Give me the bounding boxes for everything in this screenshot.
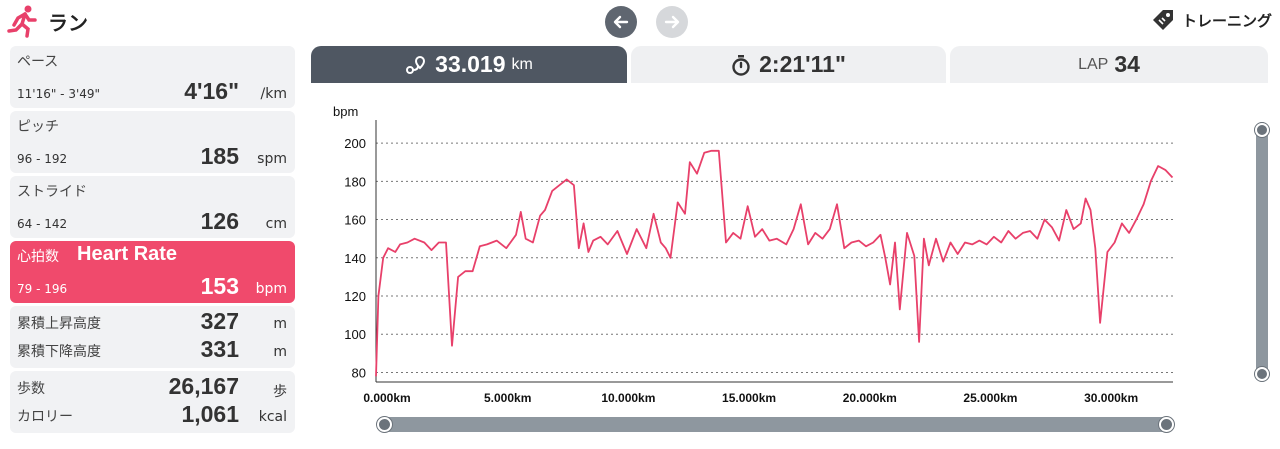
ascent-name: 累積上昇高度	[17, 316, 101, 332]
time-value: 2:21'11"	[759, 51, 846, 77]
steps-row: 歩数 26,167 歩	[10, 373, 295, 401]
y-axis-label: bpm	[333, 104, 358, 119]
steps-calories-card[interactable]: 歩数 26,167 歩 カロリー 1,061 kcal	[10, 371, 295, 433]
calories-name: カロリー	[17, 409, 73, 425]
stopwatch-icon	[732, 54, 750, 76]
ascent-unit: m	[273, 316, 287, 332]
x-tick-label: 5.000km	[484, 391, 531, 405]
y-tick-label: 120	[344, 289, 366, 304]
pace-unit: /km	[260, 86, 287, 102]
y-tick-label: 100	[344, 327, 366, 342]
stride-name: ストライド	[17, 184, 87, 200]
x-tick-label: 10.000km	[601, 391, 655, 405]
arrow-right-icon	[664, 15, 680, 29]
descent-name: 累積下降高度	[17, 344, 101, 360]
descent-unit: m	[273, 344, 287, 360]
route-pin-icon	[406, 55, 426, 74]
pitch-value: 185	[200, 143, 239, 169]
forward-button[interactable]	[656, 6, 688, 38]
x-tick-label: 15.000km	[722, 391, 776, 405]
back-button[interactable]	[605, 6, 637, 38]
x-tick-label: 25.000km	[963, 391, 1017, 405]
pitch-name: ピッチ	[17, 119, 59, 135]
tab-distance[interactable]: 33.019 km	[311, 46, 627, 83]
y-tick-label: 160	[344, 213, 366, 228]
pace-card[interactable]: ペース 11'16" - 3'49" 4'16" /km	[10, 46, 295, 108]
pitch-unit: spm	[257, 151, 287, 167]
horizontal-scroll-handle-right[interactable]	[1159, 417, 1174, 432]
x-tick-label: 0.000km	[363, 391, 410, 405]
calories-unit: kcal	[258, 409, 287, 425]
elevation-card[interactable]: 累積上昇高度 327 m 累積下降高度 331 m	[10, 306, 295, 368]
calories-value: 1,061	[181, 401, 239, 427]
arrow-left-icon	[613, 15, 629, 29]
stride-card[interactable]: ストライド 64 - 142 126 cm	[10, 176, 295, 238]
pace-range: 11'16" - 3'49"	[17, 87, 101, 101]
distance-unit: km	[511, 55, 533, 73]
heart-rate-range: 79 - 196	[17, 282, 68, 296]
descent-value: 331	[200, 336, 239, 362]
distance-value: 33.019	[435, 51, 506, 77]
stats-panel: ペース 11'16" - 3'49" 4'16" /km ピッチ 96 - 19…	[10, 46, 295, 436]
heart-rate-name-en: Heart Rate	[77, 243, 178, 265]
steps-name: 歩数	[17, 381, 45, 397]
x-tick-label: 30.000km	[1084, 391, 1138, 405]
stride-range: 64 - 142	[17, 217, 68, 231]
pace-name: ペース	[17, 54, 59, 70]
horizontal-scroll-handle-left[interactable]	[377, 417, 392, 432]
steps-unit: 歩	[273, 384, 287, 400]
steps-value: 26,167	[168, 373, 239, 399]
heart-rate-card[interactable]: 心拍数 Heart Rate 79 - 196 153 bpm	[10, 241, 295, 303]
page-title: ラン	[48, 10, 88, 35]
heart-rate-value: 153	[200, 273, 239, 299]
heart-rate-line	[375, 149, 1174, 377]
ascent-value: 327	[200, 308, 239, 334]
stride-value: 126	[200, 208, 239, 234]
pitch-card[interactable]: ピッチ 96 - 192 185 spm	[10, 111, 295, 173]
y-tick-label: 200	[344, 136, 366, 151]
tab-time[interactable]: 2:21'11"	[631, 46, 946, 83]
heart-rate-name: 心拍数	[17, 249, 59, 265]
app-title: ラン	[6, 4, 88, 38]
header: ラン トレーニング	[0, 0, 1280, 44]
tag-icon	[1152, 10, 1173, 30]
vertical-scroll-handle-bottom[interactable]	[1255, 367, 1269, 381]
tab-lap[interactable]: LAP 34	[950, 46, 1268, 83]
descent-row: 累積下降高度 331 m	[10, 336, 295, 364]
heart-rate-chart[interactable]: bpm 80 100 120 140 160 180 200 0.000km 5.000km 10.…	[311, 90, 1191, 410]
y-tick-label: 180	[344, 174, 366, 189]
horizontal-scrollbar[interactable]	[378, 417, 1174, 432]
training-link[interactable]: トレーニング	[1150, 8, 1272, 32]
pace-value: 4'16"	[184, 78, 239, 104]
y-tick-label: 140	[344, 251, 366, 266]
stride-unit: cm	[265, 216, 287, 232]
heart-rate-unit: bpm	[255, 281, 287, 297]
x-tick-label: 20.000km	[843, 391, 897, 405]
vertical-scrollbar[interactable]	[1256, 122, 1268, 382]
runner-icon	[7, 5, 37, 38]
vertical-scroll-handle-top[interactable]	[1255, 123, 1269, 137]
ascent-row: 累積上昇高度 327 m	[10, 308, 295, 336]
pitch-range: 96 - 192	[17, 152, 68, 166]
training-label: トレーニング	[1181, 11, 1272, 30]
calories-row: カロリー 1,061 kcal	[10, 401, 295, 429]
lap-value: 34	[1114, 51, 1140, 77]
y-tick-label: 80	[352, 365, 366, 380]
lap-label: LAP	[1078, 55, 1109, 73]
